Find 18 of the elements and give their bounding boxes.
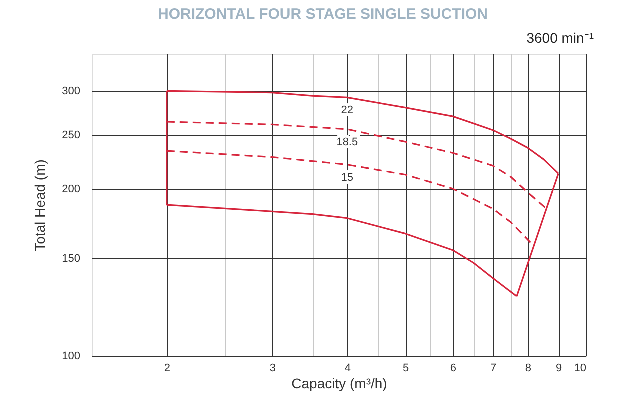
y-tick-label: 150	[62, 252, 80, 265]
x-tick-label: 3	[270, 362, 276, 374]
x-tick-label: 6	[450, 362, 457, 374]
x-tick-label: 5	[402, 362, 410, 374]
y-tick-label: 250	[62, 130, 80, 142]
y-tick-label: 300	[62, 86, 80, 98]
chart-title: HORIZONTAL FOUR STAGE SINGLE SUCTION	[158, 6, 488, 23]
x-tick-label: 8	[525, 362, 532, 374]
x-tick-label: 7	[490, 362, 497, 374]
chart-subtitle: 3600 min⁻¹	[526, 30, 594, 46]
x-tick-label: 9	[556, 362, 562, 374]
y-axis-title: Total Head (m)	[32, 160, 48, 252]
x-tick-label: 2	[164, 362, 170, 374]
y-tick-label: 200	[62, 183, 80, 196]
x-tick-label: 4	[344, 362, 351, 374]
y-tick-label: 100	[62, 350, 80, 362]
x-axis-title: Capacity (m³/h)	[292, 376, 388, 392]
x-tick-label: 10	[574, 362, 586, 374]
